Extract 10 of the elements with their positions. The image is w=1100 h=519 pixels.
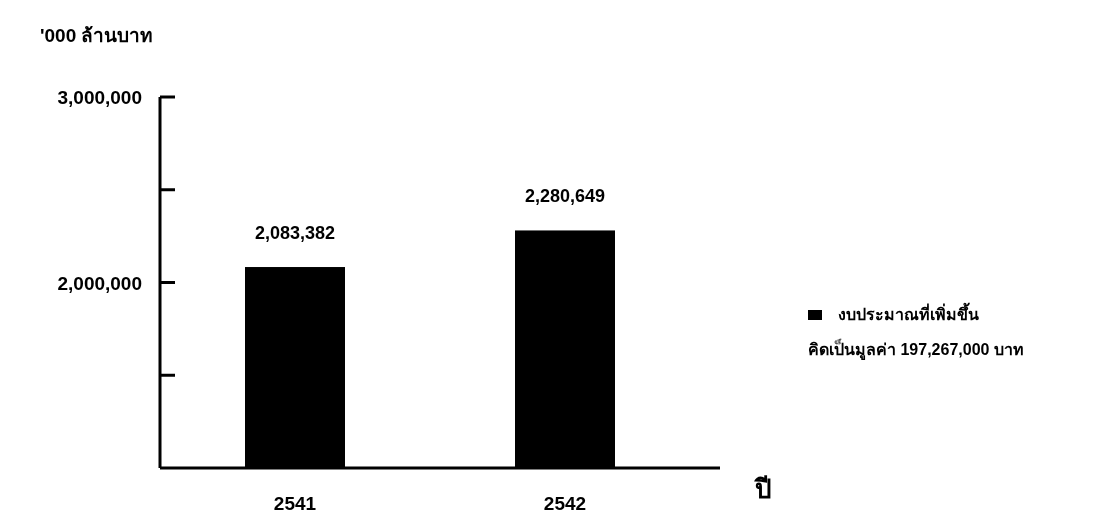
x-axis-title: ปี xyxy=(754,474,772,504)
y-tick-label: 2,000,000 xyxy=(57,272,142,294)
x-tick-label: 2541 xyxy=(273,493,317,514)
text: คิดเป็นมูลค่า 197,267,000 บาท xyxy=(808,338,1024,361)
y-axis-title: '000 ล้านบาท xyxy=(40,25,154,46)
y-tick-label: 3,000,000 xyxy=(57,87,142,108)
data-label: 2,083,382 xyxy=(254,223,336,244)
x-tick-label: 2542 xyxy=(543,493,587,514)
data-label: 2,280,649 xyxy=(524,186,606,207)
legend-label: งบประมาณที่เพิ่มขึ้น xyxy=(838,302,979,323)
